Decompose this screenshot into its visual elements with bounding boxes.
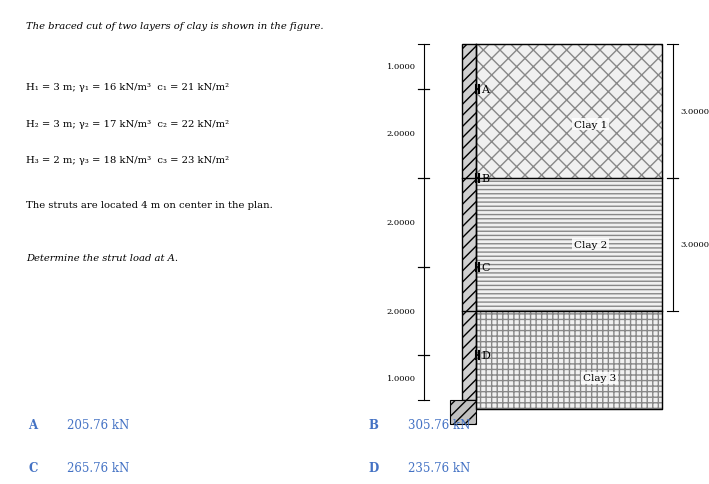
Text: 1.0000: 1.0000: [386, 63, 415, 71]
Text: Determine the strut load at A.: Determine the strut load at A.: [26, 254, 178, 263]
Text: 205.76 kN: 205.76 kN: [67, 418, 130, 431]
Text: C: C: [481, 262, 490, 272]
Text: 305.76 kN: 305.76 kN: [408, 418, 470, 431]
Text: 2.0000: 2.0000: [387, 307, 415, 316]
Text: H₃ = 2 m; γ₃ = 18 kN/m³  c₃ = 23 kN/m²: H₃ = 2 m; γ₃ = 18 kN/m³ c₃ = 23 kN/m²: [26, 156, 229, 165]
Text: H₂ = 3 m; γ₂ = 17 kN/m³  c₂ = 22 kN/m²: H₂ = 3 m; γ₂ = 17 kN/m³ c₂ = 22 kN/m²: [26, 120, 229, 128]
Text: Clay 3: Clay 3: [583, 374, 616, 382]
Text: D: D: [481, 351, 490, 361]
Text: 265.76 kN: 265.76 kN: [67, 461, 130, 474]
Bar: [476, 178, 661, 311]
Text: H₁ = 3 m; γ₁ = 16 kN/m³  c₁ = 21 kN/m²: H₁ = 3 m; γ₁ = 16 kN/m³ c₁ = 21 kN/m²: [26, 83, 229, 92]
Text: The braced cut of two layers of clay is shown in the figure.: The braced cut of two layers of clay is …: [26, 22, 323, 31]
Bar: [476, 45, 661, 178]
Text: Clay 1: Clay 1: [574, 121, 607, 130]
Bar: [450, 400, 476, 424]
Text: 3.0000: 3.0000: [681, 241, 709, 249]
Text: D: D: [369, 461, 379, 474]
Text: A: A: [481, 85, 489, 94]
Text: Clay 2: Clay 2: [574, 241, 607, 249]
Text: The struts are located 4 m on center in the plan.: The struts are located 4 m on center in …: [26, 201, 272, 210]
Text: C: C: [28, 461, 38, 474]
Text: B: B: [481, 173, 489, 183]
Text: B: B: [369, 418, 379, 431]
Text: 1.0000: 1.0000: [386, 374, 415, 382]
Text: 2.0000: 2.0000: [387, 130, 415, 138]
Text: 3.0000: 3.0000: [681, 108, 709, 116]
Text: A: A: [28, 418, 38, 431]
Bar: [462, 45, 476, 400]
Text: 235.76 kN: 235.76 kN: [408, 461, 470, 474]
Text: 2.0000: 2.0000: [387, 219, 415, 227]
Bar: [476, 311, 661, 409]
